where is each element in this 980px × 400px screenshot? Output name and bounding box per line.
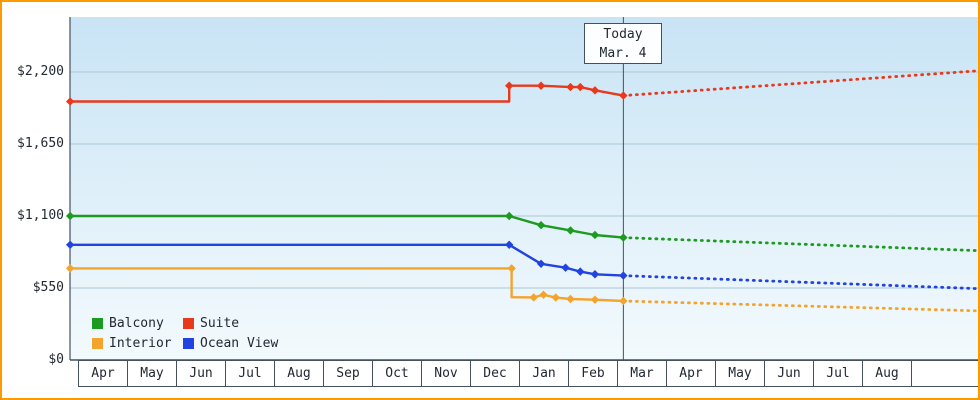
x-axis-month-label: Sep bbox=[323, 360, 373, 387]
series-marker-balcony bbox=[566, 226, 575, 235]
x-axis-month-label: Nov bbox=[421, 360, 471, 387]
legend-label-balcony: Balcony bbox=[109, 315, 164, 331]
legend-swatch-suite bbox=[183, 317, 194, 329]
legend: Balcony Suite Interior Ocean View bbox=[92, 313, 278, 353]
series-marker-interior bbox=[539, 290, 548, 300]
series-marker-balcony bbox=[590, 230, 600, 240]
series-marker-suite bbox=[566, 82, 575, 92]
y-axis-tick-label: $2,200 bbox=[17, 64, 64, 79]
x-axis-month-label: Mar bbox=[617, 360, 667, 387]
x-axis-month-label: Oct bbox=[372, 360, 422, 387]
legend-label-ocean-view: Ocean View bbox=[200, 335, 279, 351]
series-forecast-balcony bbox=[622, 236, 978, 253]
legend-swatch-balcony bbox=[92, 317, 103, 329]
legend-item-interior: Interior bbox=[92, 336, 183, 351]
x-axis-month-label: Aug bbox=[862, 360, 912, 387]
series-line-balcony bbox=[70, 214, 624, 239]
legend-item-ocean-view: Ocean View bbox=[183, 336, 278, 351]
x-axis-month-label: Jun bbox=[764, 360, 814, 387]
series-marker-suite bbox=[576, 82, 585, 92]
x-axis-month-label: Dec bbox=[470, 360, 520, 387]
x-axis-month-label: Apr bbox=[78, 360, 128, 387]
series-marker-balcony bbox=[536, 220, 546, 230]
series-marker-ocean-view bbox=[505, 240, 514, 249]
series-marker-interior bbox=[590, 295, 600, 304]
series-marker-ocean-view bbox=[561, 263, 570, 272]
series-marker-suite bbox=[65, 97, 75, 106]
series-marker-interior bbox=[65, 264, 75, 273]
series-marker-interior bbox=[619, 296, 628, 306]
x-axis-month-label: Jul bbox=[225, 360, 275, 387]
legend-item-balcony: Balcony bbox=[92, 316, 183, 331]
series-marker-suite bbox=[505, 81, 514, 90]
x-axis-empty-cell bbox=[911, 360, 978, 387]
today-label-line2: Mar. 4 bbox=[599, 46, 647, 61]
today-marker-label: Today Mar. 4 bbox=[584, 23, 662, 64]
legend-label-suite: Suite bbox=[200, 315, 240, 331]
x-axis-month-label: Apr bbox=[666, 360, 716, 387]
x-axis-month-label: Jun bbox=[176, 360, 226, 387]
y-axis-tick-label: $1,100 bbox=[17, 208, 64, 223]
x-axis-month-label: Jan bbox=[519, 360, 569, 387]
series-marker-interior bbox=[529, 293, 538, 302]
series-marker-balcony bbox=[619, 233, 628, 242]
series-marker-ocean-view bbox=[536, 259, 546, 268]
series-marker-suite bbox=[619, 91, 628, 100]
plot-background bbox=[70, 17, 978, 360]
y-axis-tick-label: $0 bbox=[48, 352, 64, 367]
x-axis-month-label: Feb bbox=[568, 360, 618, 387]
series-marker-ocean-view bbox=[619, 271, 628, 280]
series-marker-ocean-view bbox=[576, 267, 585, 276]
y-axis-tick-label: $1,650 bbox=[17, 136, 64, 151]
series-marker-interior bbox=[507, 264, 516, 273]
x-axis-month-label: Jul bbox=[813, 360, 863, 387]
series-marker-balcony bbox=[505, 211, 514, 221]
series-marker-suite bbox=[590, 86, 600, 95]
series-forecast-ocean-view bbox=[622, 274, 978, 291]
series-marker-interior bbox=[566, 294, 575, 304]
series-marker-ocean-view bbox=[590, 270, 600, 279]
legend-row-1: Balcony Suite bbox=[92, 313, 278, 333]
series-marker-ocean-view bbox=[65, 240, 75, 249]
legend-label-interior: Interior bbox=[109, 335, 172, 351]
series-marker-suite bbox=[536, 81, 546, 90]
series-marker-interior bbox=[551, 293, 560, 302]
legend-swatch-interior bbox=[92, 337, 103, 349]
x-axis-month-label: Aug bbox=[274, 360, 324, 387]
series-marker-balcony bbox=[65, 211, 75, 221]
legend-item-suite: Suite bbox=[183, 316, 239, 331]
y-axis-tick-label: $550 bbox=[32, 280, 64, 295]
series-forecast-interior bbox=[622, 299, 978, 313]
x-axis-month-label: May bbox=[127, 360, 177, 387]
today-label-line1: Today bbox=[603, 27, 643, 42]
legend-row-2: Interior Ocean View bbox=[92, 333, 278, 353]
x-axis-month-label: May bbox=[715, 360, 765, 387]
legend-swatch-ocean-view bbox=[183, 337, 194, 349]
series-forecast-suite bbox=[622, 69, 978, 97]
